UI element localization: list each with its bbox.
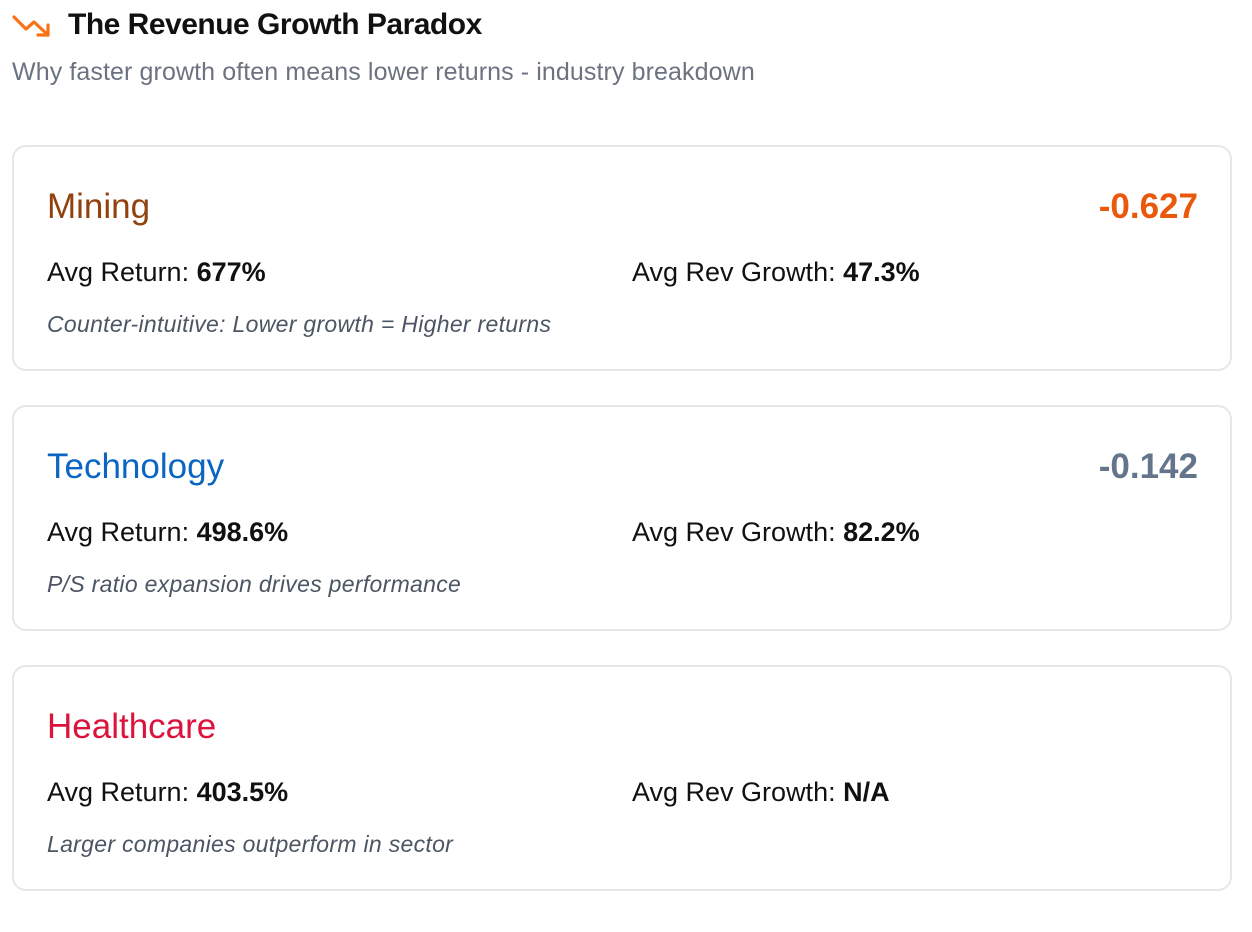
industry-name: Mining [47,187,151,226]
avg-return-value: 403.5% [196,777,289,807]
correlation-value: -0.627 [1098,187,1198,226]
avg-rev-growth-label: Avg Rev Growth: [632,777,844,807]
industry-note: Larger companies outperform in sector [47,831,454,857]
correlation-value: -0.142 [1098,447,1198,486]
avg-return-value: 498.6% [196,517,289,547]
title-row: The Revenue Growth Paradox [12,6,1240,44]
avg-rev-growth: Avg Rev Growth: 47.3% [632,255,920,289]
industry-card-healthcare: Healthcare Avg Return: 403.5% Avg Rev Gr… [12,665,1232,891]
avg-return-label: Avg Return: [47,257,197,287]
avg-rev-growth: Avg Rev Growth: N/A [632,775,890,809]
industry-name: Healthcare [47,707,217,746]
industry-card-list: Mining -0.627 Avg Return: 677% Avg Rev G… [12,145,1232,925]
industry-note: Counter-intuitive: Lower growth = Higher… [47,311,552,337]
avg-rev-growth-value: 47.3% [843,257,920,287]
page-title: The Revenue Growth Paradox [68,8,482,41]
avg-return-label: Avg Return: [47,777,197,807]
avg-return-label: Avg Return: [47,517,197,547]
industry-card-mining: Mining -0.627 Avg Return: 677% Avg Rev G… [12,145,1232,371]
avg-return-value: 677% [196,257,266,287]
industry-note: P/S ratio expansion drives performance [47,571,462,597]
avg-rev-growth-value: N/A [843,777,890,807]
avg-return: Avg Return: 498.6% [47,515,288,549]
industry-card-technology: Technology -0.142 Avg Return: 498.6% Avg… [12,405,1232,631]
avg-rev-growth-value: 82.2% [843,517,920,547]
avg-rev-growth-label: Avg Rev Growth: [632,517,844,547]
header: The Revenue Growth Paradox Why faster gr… [12,6,1240,87]
avg-rev-growth-label: Avg Rev Growth: [632,257,844,287]
avg-return: Avg Return: 403.5% [47,775,288,809]
industry-name: Technology [47,447,225,486]
avg-return: Avg Return: 677% [47,255,266,289]
trending-down-icon [12,10,52,40]
page-subtitle: Why faster growth often means lower retu… [12,58,755,86]
avg-rev-growth: Avg Rev Growth: 82.2% [632,515,920,549]
